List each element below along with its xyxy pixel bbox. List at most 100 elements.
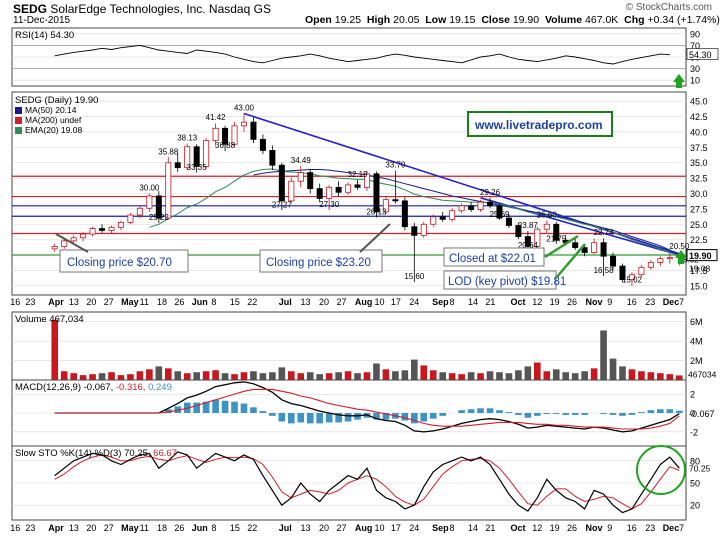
ema-last-label: 19.08	[689, 264, 711, 274]
ohlc-summary: Open 19.25 High 20.05 Low 19.15 Close 19…	[305, 14, 720, 26]
macd-title-label: MACD(12,26,9) -0.067, -0.316, 0.249	[15, 382, 172, 393]
volume-bar	[221, 373, 229, 380]
macd-histogram-bar	[269, 413, 276, 416]
rsi-tick-label: 10	[690, 76, 700, 86]
price-data-label: 27.30	[319, 200, 340, 209]
price-data-label: 27.27	[272, 200, 293, 209]
volume-bar	[439, 372, 447, 380]
stochastic-title-label: Slow STO %K(14) %D(3) 70.25, 66.67	[15, 448, 177, 459]
rsi-last-value-label: 54.30	[689, 50, 712, 60]
x-tick-label-bottom: 7	[679, 523, 684, 533]
volume-bar	[136, 371, 144, 380]
volume-bar	[306, 372, 314, 380]
x-tick-label: 10	[375, 297, 385, 307]
candle-body	[184, 146, 191, 169]
candle-body	[449, 210, 456, 220]
x-axis: 16162323AprApr131320202727MayMay11111818…	[10, 297, 684, 533]
volume-bar	[60, 371, 68, 380]
macd-histogram-bar	[278, 413, 286, 422]
price-data-label: 15.60	[404, 272, 425, 281]
volume-tick-label: 2M	[690, 356, 703, 366]
x-tick-label-bottom: 26	[174, 523, 184, 533]
candle-body	[99, 228, 106, 231]
x-tick-label: 23	[25, 297, 35, 307]
annotation-pointer	[359, 223, 391, 253]
macd-histogram-bar	[373, 413, 380, 420]
candle-body	[297, 172, 304, 182]
volume-bar	[392, 371, 399, 380]
volume-bar	[524, 366, 532, 380]
candle-body	[600, 242, 607, 257]
macd-histogram-bar	[496, 410, 503, 413]
sto-last-value-label: 70.25	[689, 464, 711, 474]
x-tick-label: 7	[679, 297, 684, 307]
price-tick-label: 42.5	[690, 112, 708, 122]
candle-body	[477, 201, 484, 210]
ma50-line	[253, 169, 680, 255]
legend-swatch	[15, 117, 22, 124]
legend-swatch	[15, 107, 22, 114]
volume-title-label: Volume 467,034	[15, 314, 84, 325]
volume-bar	[98, 373, 106, 380]
open-label: Open	[305, 14, 332, 26]
candle-body	[250, 121, 257, 140]
volume-bar	[127, 374, 134, 380]
candle-body	[638, 266, 645, 276]
price-data-label: 38.13	[177, 133, 198, 142]
volume-bar	[164, 368, 172, 380]
annotation-pointer	[544, 234, 579, 259]
volume-bar	[496, 372, 503, 380]
volume-bar	[89, 374, 96, 380]
volume-bar	[382, 369, 390, 380]
rsi-title-label: RSI(14) 54.30	[15, 30, 74, 41]
candle-body	[155, 195, 162, 219]
x-tick-label-bottom: Nov	[585, 523, 602, 533]
macd-histogram-bar	[250, 407, 257, 413]
candle-body	[80, 233, 87, 239]
price-data-label: 29.26	[480, 188, 501, 197]
volume-label: Volume	[544, 14, 583, 26]
close-label: Close	[481, 14, 510, 26]
x-tick-label: 14	[468, 297, 478, 307]
macd-histogram-bar	[429, 413, 437, 419]
volume-bar	[411, 359, 418, 380]
macd-histogram-bar	[164, 409, 172, 413]
macd-histogram-bar	[306, 413, 314, 424]
volume-value: 467.0K	[585, 14, 619, 26]
macd-histogram-bar	[439, 413, 447, 416]
candle-body	[288, 180, 295, 202]
x-tick-label: 27	[104, 297, 114, 307]
price-tick-label: 17.5	[690, 266, 708, 276]
candle-body	[240, 121, 247, 127]
low-value: 19.15	[449, 14, 476, 26]
x-tick-label: 13	[301, 297, 311, 307]
candle-body	[354, 184, 361, 188]
volume-bar	[325, 373, 333, 380]
volume-bar	[609, 358, 617, 380]
annotation-box	[59, 249, 189, 273]
volume-bar	[108, 372, 115, 380]
macd-last-value-label: -0.067	[689, 409, 715, 419]
highlight-circle	[636, 445, 686, 495]
price-data-label: 23.87	[518, 221, 539, 230]
x-tick-label-bottom: Sep	[432, 523, 449, 533]
macd-histogram-bar	[297, 413, 305, 423]
x-tick-label-bottom: 8	[211, 523, 216, 533]
last-close-label: 19.90	[689, 251, 712, 261]
candle-body	[420, 223, 427, 236]
annotation-closing-price-1: Closing price $20.70	[67, 257, 172, 269]
x-tick-label-bottom: 11	[140, 523, 149, 533]
price-tick-label: 30.0	[690, 189, 708, 199]
sto-name: Slow STO %K(14) %D(3)	[15, 448, 124, 459]
volume-bar	[174, 371, 182, 380]
legend-label: EMA(20) 19.08	[25, 125, 82, 135]
volume-bar	[117, 375, 125, 380]
legend-label: MA(50) 20.14	[25, 105, 77, 115]
candle-body	[553, 223, 560, 241]
close-value: 19.90	[512, 14, 540, 26]
candle-body	[628, 274, 635, 281]
volume-bar	[675, 375, 683, 380]
candle-body	[307, 172, 314, 189]
